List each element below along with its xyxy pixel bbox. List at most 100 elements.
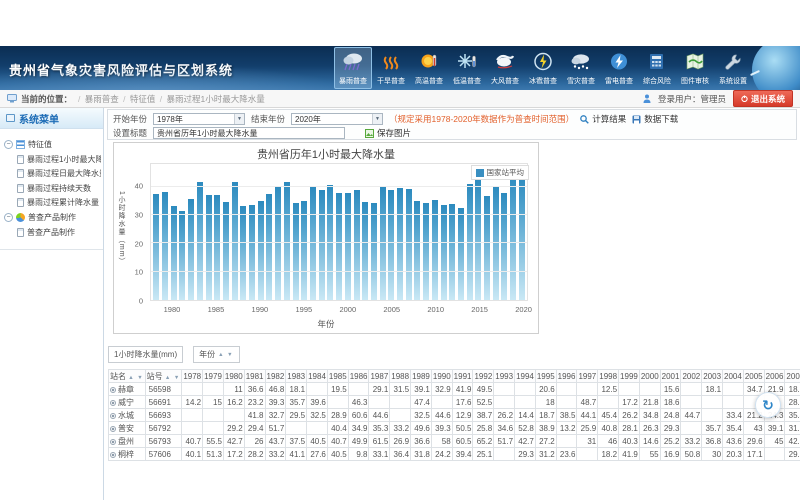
toolbar-item-low-temp[interactable]: 低温普查 [448, 47, 486, 89]
row-radio-button[interactable] [110, 438, 116, 445]
tree-toggle-icon[interactable]: − [4, 140, 13, 149]
bar-slot-1996 [309, 164, 318, 300]
value-cell: 31.8 [410, 447, 432, 461]
value-cell: 38.7 [472, 408, 495, 422]
sidebar-item[interactable]: 暴雨过程1小时最大降水量 [17, 154, 101, 165]
save-image-button[interactable]: 保存图片 [365, 127, 411, 139]
station-name-sort-header[interactable]: 站名 ▲ ▼ [108, 369, 146, 383]
value-cell: 37.5 [285, 434, 308, 448]
page-icon [17, 183, 24, 193]
year-column-header: 1986 [347, 369, 370, 383]
row-radio-button[interactable] [110, 425, 116, 432]
sidebar: 系统菜单 − 特征值暴雨过程1小时最大降水量暴雨过程日最大降水量暴雨过程持续天数暴… [0, 108, 104, 500]
row-radio-button[interactable] [110, 386, 116, 393]
value-cell: 29.6 [742, 434, 765, 448]
toolbar-item-drought[interactable]: 干旱普查 [372, 47, 410, 89]
toolbar-item-strong-wind[interactable]: 大风普查 [486, 47, 524, 89]
toolbar-item-high-temp[interactable]: 高温普查 [410, 47, 448, 89]
value-cell [722, 382, 744, 396]
y-tick-label: 40 [134, 181, 143, 191]
table-row-56691: 威宁 56691 14.2 15 16.2 23.2 39.3 35.7 39.6 46.3 47.… [108, 395, 800, 409]
logout-button[interactable]: 退出系统 [732, 90, 793, 107]
x-tick-label: 1980 [163, 305, 181, 314]
value-cell: 29.5 [784, 447, 800, 461]
y-tick-label: 20 [134, 239, 143, 248]
toolbar-item-label: 暴雨普查 [339, 78, 367, 85]
toolbar-item-map-review[interactable]: 图件审核 [676, 47, 714, 89]
value-cell: 42.2 [784, 434, 800, 448]
end-year-select[interactable]: 2020年 ▼ [291, 113, 384, 125]
value-cell [701, 395, 724, 409]
value-cell: 17.2 [618, 395, 640, 409]
value-cell: 26.2 [493, 408, 516, 422]
bar-slot-1987 [230, 164, 239, 300]
station-name: 盘州 [118, 436, 134, 446]
sidebar-item[interactable]: 普查产品制作 [17, 227, 101, 238]
row-radio-button[interactable] [110, 451, 116, 458]
chart-title-input[interactable] [153, 127, 346, 139]
sidebar-group-0[interactable]: − 特征值 [4, 139, 101, 150]
drought-icon [380, 52, 402, 76]
bar-2014 [466, 183, 473, 300]
row-radio-button[interactable] [110, 412, 116, 419]
year-column-header: 1983 [285, 369, 308, 383]
value-cell: 32.7 [264, 408, 287, 422]
value-cell: 32.5 [410, 408, 432, 422]
value-cell [181, 408, 204, 422]
start-year-select[interactable]: 1978年 ▼ [153, 113, 246, 125]
value-cell: 24.2 [430, 447, 453, 461]
plot-area [150, 163, 528, 301]
bar-2020 [518, 176, 525, 300]
sidebar-item[interactable]: 暴雨过程日最大降水量 [17, 168, 101, 179]
value-cell: 47.4 [410, 395, 432, 409]
chevron-down-icon: ▼ [372, 114, 383, 124]
toolbar-item-lightning[interactable]: 雷电普查 [600, 47, 638, 89]
calc-result-button[interactable]: 计算结果 [580, 113, 626, 125]
breadcrumb-link[interactable]: 暴雨过程1小时最大降水量 [166, 93, 265, 104]
bar-1996 [310, 186, 316, 300]
page-icon [17, 169, 24, 178]
value-cell: 42.7 [222, 434, 245, 448]
sidebar-item[interactable]: 暴雨过程持续天数 [17, 183, 101, 194]
sidebar-group-1[interactable]: − 普查产品制作 [4, 212, 101, 223]
toolbar-item-label: 系统设置 [719, 78, 747, 85]
low-temp-icon [456, 52, 478, 76]
value-cell: 40.5 [326, 447, 349, 461]
row-radio-button[interactable] [110, 399, 116, 406]
tree-toggle-icon[interactable]: − [4, 213, 13, 222]
bar-slot-2001 [352, 164, 361, 300]
year-column-header: 2006 [763, 369, 786, 383]
breadcrumb-link[interactable]: 特征值 [129, 93, 156, 104]
toolbar-item-snow-disaster[interactable]: 雪灾普查 [562, 47, 600, 89]
sidebar-title: 系统菜单 [0, 108, 103, 129]
refresh-float-button[interactable]: ↻ [755, 392, 781, 418]
value-cell: 36.8 [701, 434, 724, 448]
value-cell: 31.8 [784, 421, 800, 435]
bar-slot-2009 [422, 164, 431, 300]
data-download-button[interactable]: 数据下载 [632, 113, 678, 125]
value-cell: 33.2 [389, 421, 412, 435]
bar-slot-2008 [413, 164, 422, 300]
toolbar-item-rainstorm[interactable]: 暴雨普查 [334, 47, 372, 89]
station-id-sort-header[interactable]: 站号 ▲ ▼ [144, 369, 183, 383]
menu-icon [6, 114, 15, 122]
sidebar-item[interactable]: 暴雨过程累计降水量 [17, 197, 101, 208]
bar-slot-1986 [222, 164, 231, 300]
bar-2018 [501, 193, 508, 300]
gridline [151, 185, 527, 187]
value-cell: 50.5 [451, 421, 474, 435]
map-review-icon [684, 52, 706, 76]
bar-1990 [257, 200, 264, 300]
year-sort-header[interactable]: 年份 ▲ ▼ [193, 346, 240, 363]
toolbar-item-composite-risk[interactable]: 综合风险 [638, 47, 676, 89]
bar-2015 [475, 179, 482, 300]
value-cell [493, 382, 516, 396]
bar-slot-1993 [283, 164, 292, 300]
toolbar-item-hail[interactable]: 冰雹普查 [524, 47, 562, 89]
bar-2004 [379, 186, 386, 300]
station-name: 威宁 [118, 397, 134, 407]
year-column-header: 2003 [701, 369, 724, 383]
breadcrumb-link[interactable]: 暴雨普查 [84, 93, 119, 104]
bar-1989 [249, 205, 256, 300]
table-header-row: 站名 ▲ ▼ 站号 ▲ ▼ 1978 1979 1980 1981 1982 1983 1984… [108, 369, 800, 383]
